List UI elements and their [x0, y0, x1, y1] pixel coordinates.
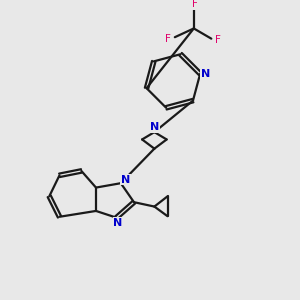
Text: F: F	[215, 35, 221, 45]
Text: N: N	[150, 122, 159, 132]
Text: N: N	[201, 69, 210, 79]
Text: N: N	[113, 218, 122, 228]
Text: F: F	[192, 0, 198, 9]
Text: N: N	[121, 175, 130, 185]
Text: F: F	[166, 34, 171, 44]
